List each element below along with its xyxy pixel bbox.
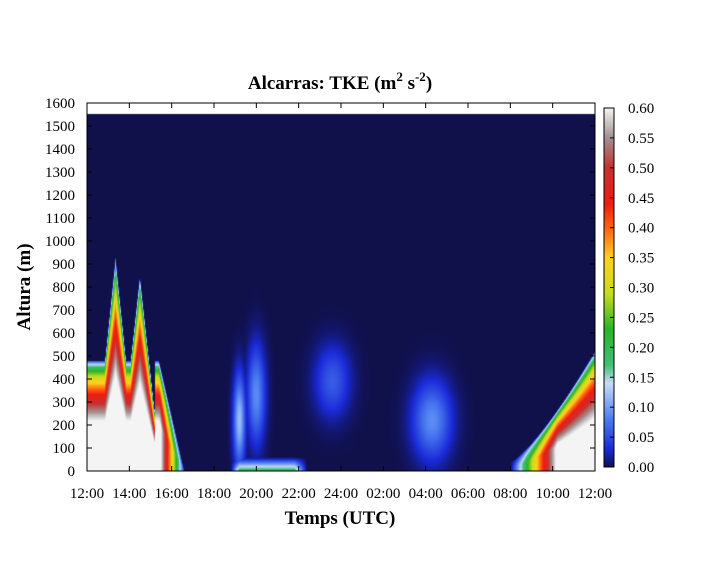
colorbar-tick-label: 0.00 [628, 460, 654, 476]
y-tick-label: 900 [53, 257, 76, 273]
colorbar-tick-label: 0.20 [628, 340, 654, 356]
y-axis-title: Altura (m) [14, 243, 35, 330]
colorbar-tick-label: 0.15 [628, 370, 654, 386]
colorbar-tick-label: 0.40 [628, 221, 654, 237]
y-tick-label: 1000 [45, 234, 75, 250]
y-tick-label: 200 [53, 418, 76, 434]
colorbar-tick-label: 0.60 [628, 101, 654, 117]
y-tick-label: 700 [53, 303, 76, 319]
x-tick-label: 10:00 [536, 486, 570, 502]
colorbar: 0.00 0.05 0.10 0.15 0.20 0.25 0.30 0.35 0.40 0.45… [603, 101, 654, 476]
y-tick-label: 1400 [45, 142, 75, 158]
y-tick-label: 1600 [45, 96, 75, 112]
x-tick-label: 14:00 [112, 486, 146, 502]
colorbar-tick-label: 0.45 [628, 191, 654, 207]
x-axis-title: Temps (UTC) [285, 508, 396, 529]
x-tick-label: 20:00 [239, 486, 273, 502]
colorbar-tick-label: 0.10 [628, 400, 654, 416]
y-tick-label: 600 [53, 326, 76, 342]
y-tick-label: 500 [53, 349, 76, 365]
x-tick-label: 12:00 [70, 486, 104, 502]
x-tick-label: 06:00 [451, 486, 485, 502]
y-tick-label: 1200 [45, 188, 75, 204]
colorbar-tick-label: 0.30 [628, 281, 654, 297]
x-tick-label: 02:00 [366, 486, 400, 502]
x-tick-label: 08:00 [493, 486, 527, 502]
colorbar-tick-label: 0.55 [628, 131, 654, 147]
chart-title: Alcarras: TKE (m2 s-2) [248, 69, 432, 94]
plot-area [86, 102, 596, 472]
colorbar-tick-label: 0.35 [628, 251, 654, 267]
y-tick-label: 300 [53, 395, 76, 411]
y-tick-label: 400 [53, 372, 76, 388]
x-tick-label: 22:00 [282, 486, 316, 502]
x-tick-label: 18:00 [197, 486, 231, 502]
x-tick-label: 12:00 [578, 486, 612, 502]
colorbar-tick-label: 0.05 [628, 430, 654, 446]
y-tick-label: 0 [68, 464, 76, 480]
y-tick-label: 800 [53, 280, 76, 296]
x-tick-label: 16:00 [155, 486, 189, 502]
x-tick-label: 24:00 [324, 486, 358, 502]
y-tick-label: 1500 [45, 119, 75, 135]
tke-field [87, 103, 595, 471]
y-tick-label: 1100 [46, 211, 75, 227]
x-tick-label: 04:00 [409, 486, 443, 502]
colorbar-tick-label: 0.25 [628, 310, 654, 326]
y-tick-label: 100 [53, 441, 76, 457]
x-axis: 12:00 14:00 16:00 18:00 20:00 22:00 24:00 02:00… [70, 103, 612, 502]
colorbar-tick-label: 0.50 [628, 161, 654, 177]
y-axis: 0 100 200 300 400 500 600 700 800 900 1000 1100 1200… [45, 96, 595, 480]
y-tick-label: 1300 [45, 165, 75, 181]
